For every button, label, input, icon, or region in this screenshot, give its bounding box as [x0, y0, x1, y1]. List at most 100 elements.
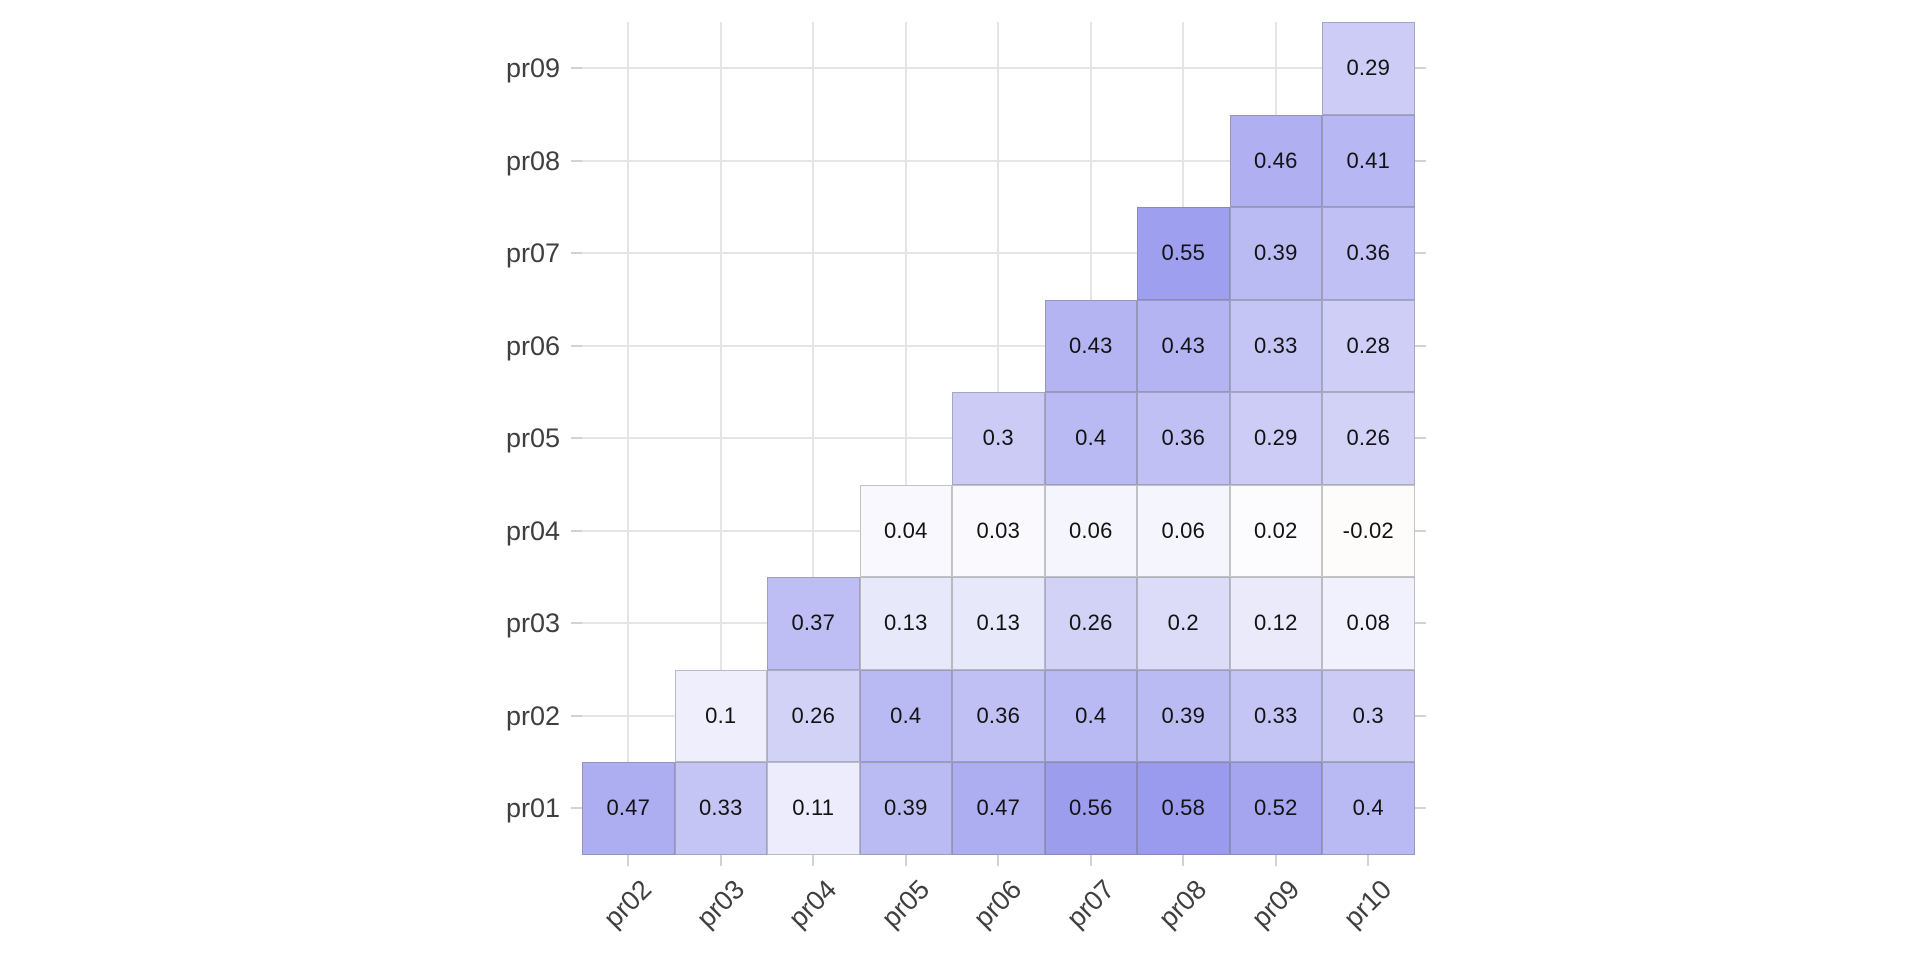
y-axis-label: pr08 [505, 145, 560, 176]
gridline-horizontal [582, 344, 1415, 347]
heatmap-cell: 0.1 [674, 669, 767, 762]
cell-value-label: 0.39 [1253, 240, 1298, 266]
cell-value-label: 0.26 [1346, 425, 1391, 451]
heatmap-cell: 0.33 [674, 762, 767, 855]
y-axis-label: pr01 [505, 793, 560, 824]
cell-value-label: 0.06 [1068, 517, 1113, 543]
cell-value-label: 0.43 [1161, 332, 1206, 358]
x-axis-tick [1182, 854, 1185, 866]
cell-value-label: 0.36 [1161, 425, 1206, 451]
heatmap-cell: 0.46 [1229, 114, 1322, 207]
x-axis-label: pr02 [598, 874, 658, 934]
cell-value-label: 0.55 [1161, 240, 1206, 266]
cell-value-label: 0.3 [982, 425, 1014, 451]
heatmap-cell: 0.36 [952, 669, 1045, 762]
cell-value-label: 0.3 [1352, 702, 1384, 728]
y-axis-tick-right [1414, 67, 1426, 70]
heatmap-cell: 0.4 [1044, 669, 1137, 762]
x-axis-label: pr07 [1060, 874, 1120, 934]
heatmap-cell: 0.3 [1322, 669, 1415, 762]
cell-value-label: 0.04 [883, 517, 928, 543]
cell-value-label: 0.33 [1253, 702, 1298, 728]
heatmap-cell: 0.55 [1137, 207, 1230, 300]
x-axis-label: pr06 [968, 874, 1028, 934]
cell-value-label: 0.36 [1346, 240, 1391, 266]
cell-value-label: 0.52 [1253, 795, 1298, 821]
cell-value-label: 0.11 [792, 795, 835, 821]
heatmap-cell: 0.13 [859, 577, 952, 670]
gridline-horizontal [582, 67, 1415, 70]
cell-value-label: 0.47 [606, 795, 651, 821]
x-axis-label: pr03 [690, 874, 750, 934]
cell-value-label: 0.47 [976, 795, 1021, 821]
x-axis-label: pr05 [875, 874, 935, 934]
x-axis-tick [627, 854, 630, 866]
heatmap-cell: 0.41 [1322, 114, 1415, 207]
cell-value-label: 0.2 [1167, 610, 1199, 636]
y-axis-label: pr04 [505, 515, 560, 546]
cell-value-label: 0.03 [976, 517, 1021, 543]
heatmap-cell: 0.26 [1044, 577, 1137, 670]
y-axis-tick-left [571, 252, 582, 255]
y-axis-label: pr09 [505, 53, 560, 84]
heatmap-cell: 0.04 [859, 484, 952, 577]
x-axis-label: pr08 [1153, 874, 1213, 934]
y-axis-label: pr06 [505, 330, 560, 361]
x-axis-tick [997, 854, 1000, 866]
cell-value-label: 0.46 [1253, 147, 1298, 173]
y-axis-tick-right [1414, 622, 1426, 625]
heatmap-cell: 0.43 [1137, 299, 1230, 392]
heatmap-cell: 0.13 [952, 577, 1045, 670]
x-axis-tick [1367, 854, 1370, 866]
gridline-horizontal [582, 159, 1415, 162]
cell-value-label: 0.29 [1346, 55, 1391, 81]
heatmap-cell: 0.39 [1137, 669, 1230, 762]
cell-value-label: 0.39 [883, 795, 928, 821]
cell-value-label: 0.06 [1161, 517, 1206, 543]
heatmap-cell: 0.29 [1229, 392, 1322, 485]
y-axis-label: pr05 [505, 423, 560, 454]
heatmap-cell: 0.47 [582, 762, 675, 855]
y-axis-tick-right [1414, 807, 1426, 810]
y-axis-tick-left [571, 807, 582, 810]
heatmap-cell: 0.56 [1044, 762, 1137, 855]
cell-value-label: 0.26 [1068, 610, 1113, 636]
cell-value-label: 0.56 [1068, 795, 1113, 821]
cell-value-label: 0.4 [1075, 702, 1107, 728]
cell-value-label: 0.28 [1346, 332, 1391, 358]
cell-value-label: 0.37 [791, 610, 836, 636]
heatmap-cell: 0.33 [1229, 669, 1322, 762]
cell-value-label: 0.39 [1161, 702, 1206, 728]
y-axis-tick-left [571, 622, 582, 625]
y-axis-tick-left [571, 437, 582, 440]
cell-value-label: 0.43 [1068, 332, 1113, 358]
heatmap-cell: 0.26 [1322, 392, 1415, 485]
heatmap-cell: 0.4 [1044, 392, 1137, 485]
heatmap-cell: 0.2 [1137, 577, 1230, 670]
y-axis-tick-left [571, 159, 582, 162]
x-axis-tick [1089, 854, 1092, 866]
y-axis-label: pr02 [505, 700, 560, 731]
heatmap-cell: 0.47 [952, 762, 1045, 855]
cell-value-label: 0.58 [1161, 795, 1206, 821]
cell-value-label: 0.08 [1346, 610, 1391, 636]
gridline-horizontal [582, 252, 1415, 255]
heatmap-cell: 0.28 [1322, 299, 1415, 392]
x-axis-tick [812, 854, 815, 866]
heatmap-cell: -0.02 [1322, 484, 1415, 577]
y-axis-tick-left [571, 529, 582, 532]
cell-value-label: 0.26 [791, 702, 836, 728]
heatmap-cell: 0.08 [1322, 577, 1415, 670]
heatmap-cell: 0.03 [952, 484, 1045, 577]
heatmap-cell: 0.11 [767, 762, 860, 855]
x-axis-label: pr10 [1338, 874, 1398, 934]
y-axis-tick-right [1414, 159, 1426, 162]
cell-value-label: 0.13 [883, 610, 928, 636]
cell-value-label: 0.33 [698, 795, 743, 821]
cell-value-label: 0.36 [976, 702, 1021, 728]
heatmap-cell: 0.4 [859, 669, 952, 762]
y-axis-tick-left [571, 714, 582, 717]
y-axis-tick-right [1414, 714, 1426, 717]
cell-value-label: 0.4 [1075, 425, 1107, 451]
